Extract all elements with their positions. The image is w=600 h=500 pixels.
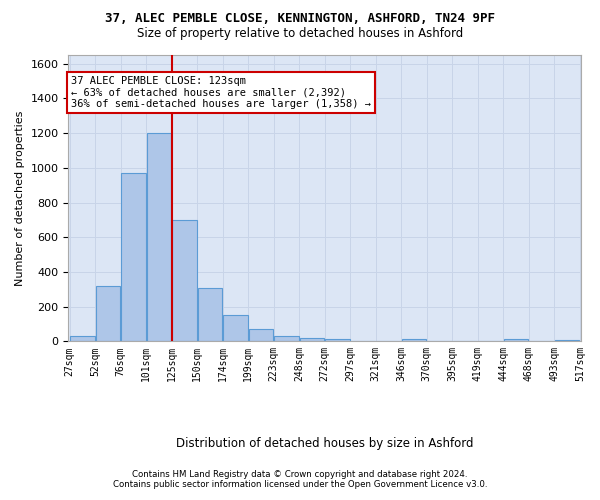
X-axis label: Distribution of detached houses by size in Ashford: Distribution of detached houses by size … — [176, 437, 473, 450]
Bar — [325, 338, 350, 342]
Text: Contains public sector information licensed under the Open Government Licence v3: Contains public sector information licen… — [113, 480, 487, 489]
Bar — [96, 286, 120, 342]
Bar — [402, 340, 426, 342]
Text: 37, ALEC PEMBLE CLOSE, KENNINGTON, ASHFORD, TN24 9PF: 37, ALEC PEMBLE CLOSE, KENNINGTON, ASHFO… — [105, 12, 495, 26]
Text: Size of property relative to detached houses in Ashford: Size of property relative to detached ho… — [137, 28, 463, 40]
Bar — [555, 340, 579, 342]
Text: Contains HM Land Registry data © Crown copyright and database right 2024.: Contains HM Land Registry data © Crown c… — [132, 470, 468, 479]
Bar — [70, 336, 95, 342]
Bar — [249, 329, 273, 342]
Text: 37 ALEC PEMBLE CLOSE: 123sqm
← 63% of detached houses are smaller (2,392)
36% of: 37 ALEC PEMBLE CLOSE: 123sqm ← 63% of de… — [71, 76, 371, 109]
Bar — [121, 174, 146, 342]
Bar — [223, 315, 248, 342]
Bar — [300, 338, 324, 342]
Bar — [198, 288, 222, 342]
Bar — [504, 340, 528, 342]
Bar — [147, 133, 171, 342]
Bar — [172, 220, 197, 342]
Y-axis label: Number of detached properties: Number of detached properties — [15, 110, 25, 286]
Bar — [274, 336, 299, 342]
